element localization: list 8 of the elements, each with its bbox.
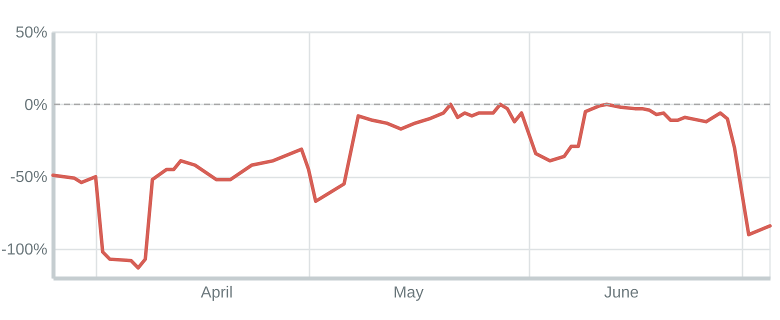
y-tick-label: -50% [10, 169, 48, 186]
y-tick-label: 50% [15, 24, 48, 42]
y-tick-label: 0% [24, 96, 48, 114]
x-tick-label: April [200, 284, 233, 302]
x-tick-label: May [393, 284, 424, 302]
x-tick-label: June [604, 284, 639, 302]
line-series [51, 102, 772, 270]
y-tick-label: -100% [1, 242, 48, 259]
